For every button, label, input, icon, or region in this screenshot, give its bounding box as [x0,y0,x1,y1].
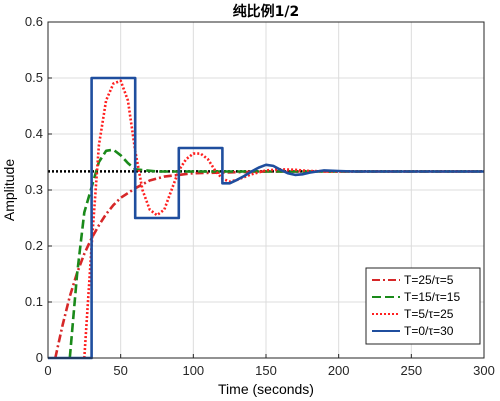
legend-label-3: T=5/τ=25 [404,307,454,321]
y-tick-label: 0.5 [25,70,43,85]
y-tick-label: 0.4 [25,126,43,141]
y-tick-label: 0.3 [25,182,43,197]
y-tick-label: 0.1 [25,294,43,309]
x-tick-label: 200 [328,363,350,378]
x-axis-ticks: 0 50 100 150 200 250 300 [44,354,495,378]
y-tick-label: 0 [36,350,43,365]
x-tick-label: 300 [473,363,495,378]
legend-label-4: T=0/τ=30 [404,324,454,338]
series-line-2 [68,148,484,359]
y-axis-title: Amplitude [1,159,17,221]
y-tick-label: 0.2 [25,238,43,253]
series-line-4 [48,76,484,360]
legend: T=25/τ=5 T=15/τ=15 T=5/τ=25 T=0/τ=30 [365,267,481,345]
series-group [48,76,484,360]
x-axis-title: Time (seconds) [218,381,314,397]
x-tick-label: 50 [113,363,127,378]
x-tick-label: 250 [400,363,422,378]
chart-title: 纯比例1/2 [233,3,300,20]
legend-label-2: T=15/τ=15 [404,290,460,304]
y-tick-label: 0.6 [25,14,43,29]
legend-label-1: T=25/τ=5 [404,273,454,287]
x-tick-label: 150 [255,363,277,378]
series-line-3 [83,79,484,359]
x-tick-label: 100 [182,363,204,378]
y-axis-ticks: 0 0.1 0.2 0.3 0.4 0.5 0.6 [25,14,52,365]
x-tick-label: 0 [44,363,51,378]
